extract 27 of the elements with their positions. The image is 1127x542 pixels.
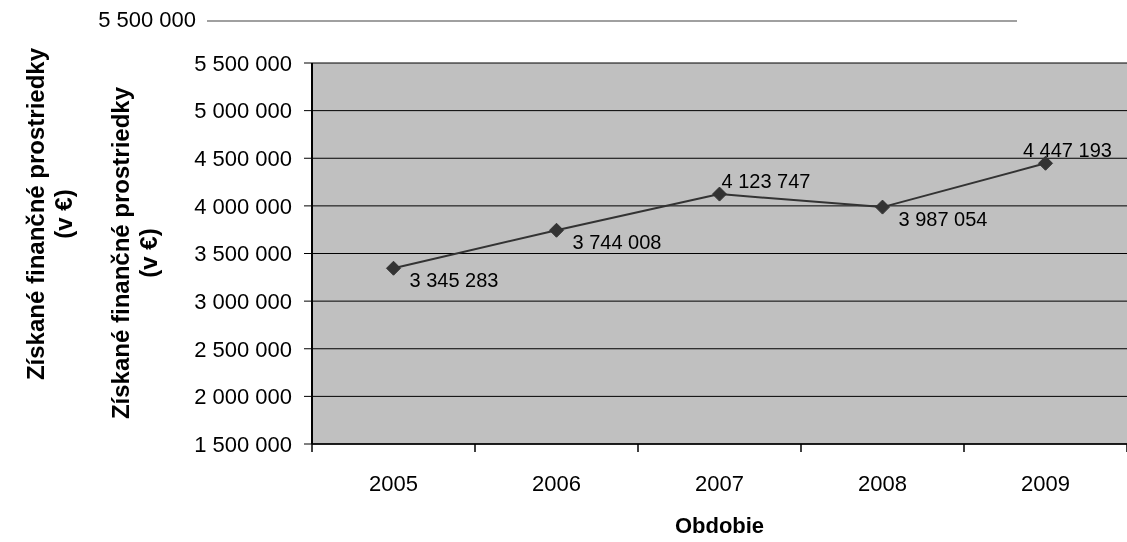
point	[712, 186, 727, 202]
y-axis-title: Získané finančné prostriedky (v €)	[107, 85, 163, 422]
y-tick-label: 2 500 000	[194, 336, 292, 362]
x-tick-label: 2005	[369, 470, 418, 496]
y-tick-label: 3 500 000	[194, 241, 292, 267]
y-tick-label: 3 000 000	[194, 288, 292, 314]
y-tick-label: 5 500 000	[194, 50, 292, 76]
y-tick-label: 5 000 000	[194, 98, 292, 124]
point	[386, 260, 401, 276]
x-tick-label: 2007	[695, 470, 744, 496]
point	[875, 199, 890, 215]
x-tick-label: 2006	[532, 470, 581, 496]
data-label: 3 345 283	[409, 269, 499, 292]
point	[549, 222, 564, 238]
x-axis-title: Obdobie	[673, 512, 766, 540]
y-tick-label: 4 000 000	[194, 193, 292, 219]
data-label: 3 987 054	[898, 208, 988, 231]
text: Získané finančné prostriedky (v €)	[22, 46, 78, 383]
x-tick-label: 2009	[1021, 470, 1070, 496]
text: 5 500 000	[97, 7, 196, 32]
y-tick-label: 4 500 000	[194, 146, 292, 172]
data-label: 3 744 008	[572, 231, 662, 254]
data-label: 4 447 193	[1022, 139, 1112, 162]
data-label: 4 123 747	[721, 170, 811, 193]
x-tick-label: 2008	[858, 470, 907, 496]
y-tick-label: 1 500 000	[194, 431, 292, 457]
y-tick-label: 2 000 000	[194, 384, 292, 410]
